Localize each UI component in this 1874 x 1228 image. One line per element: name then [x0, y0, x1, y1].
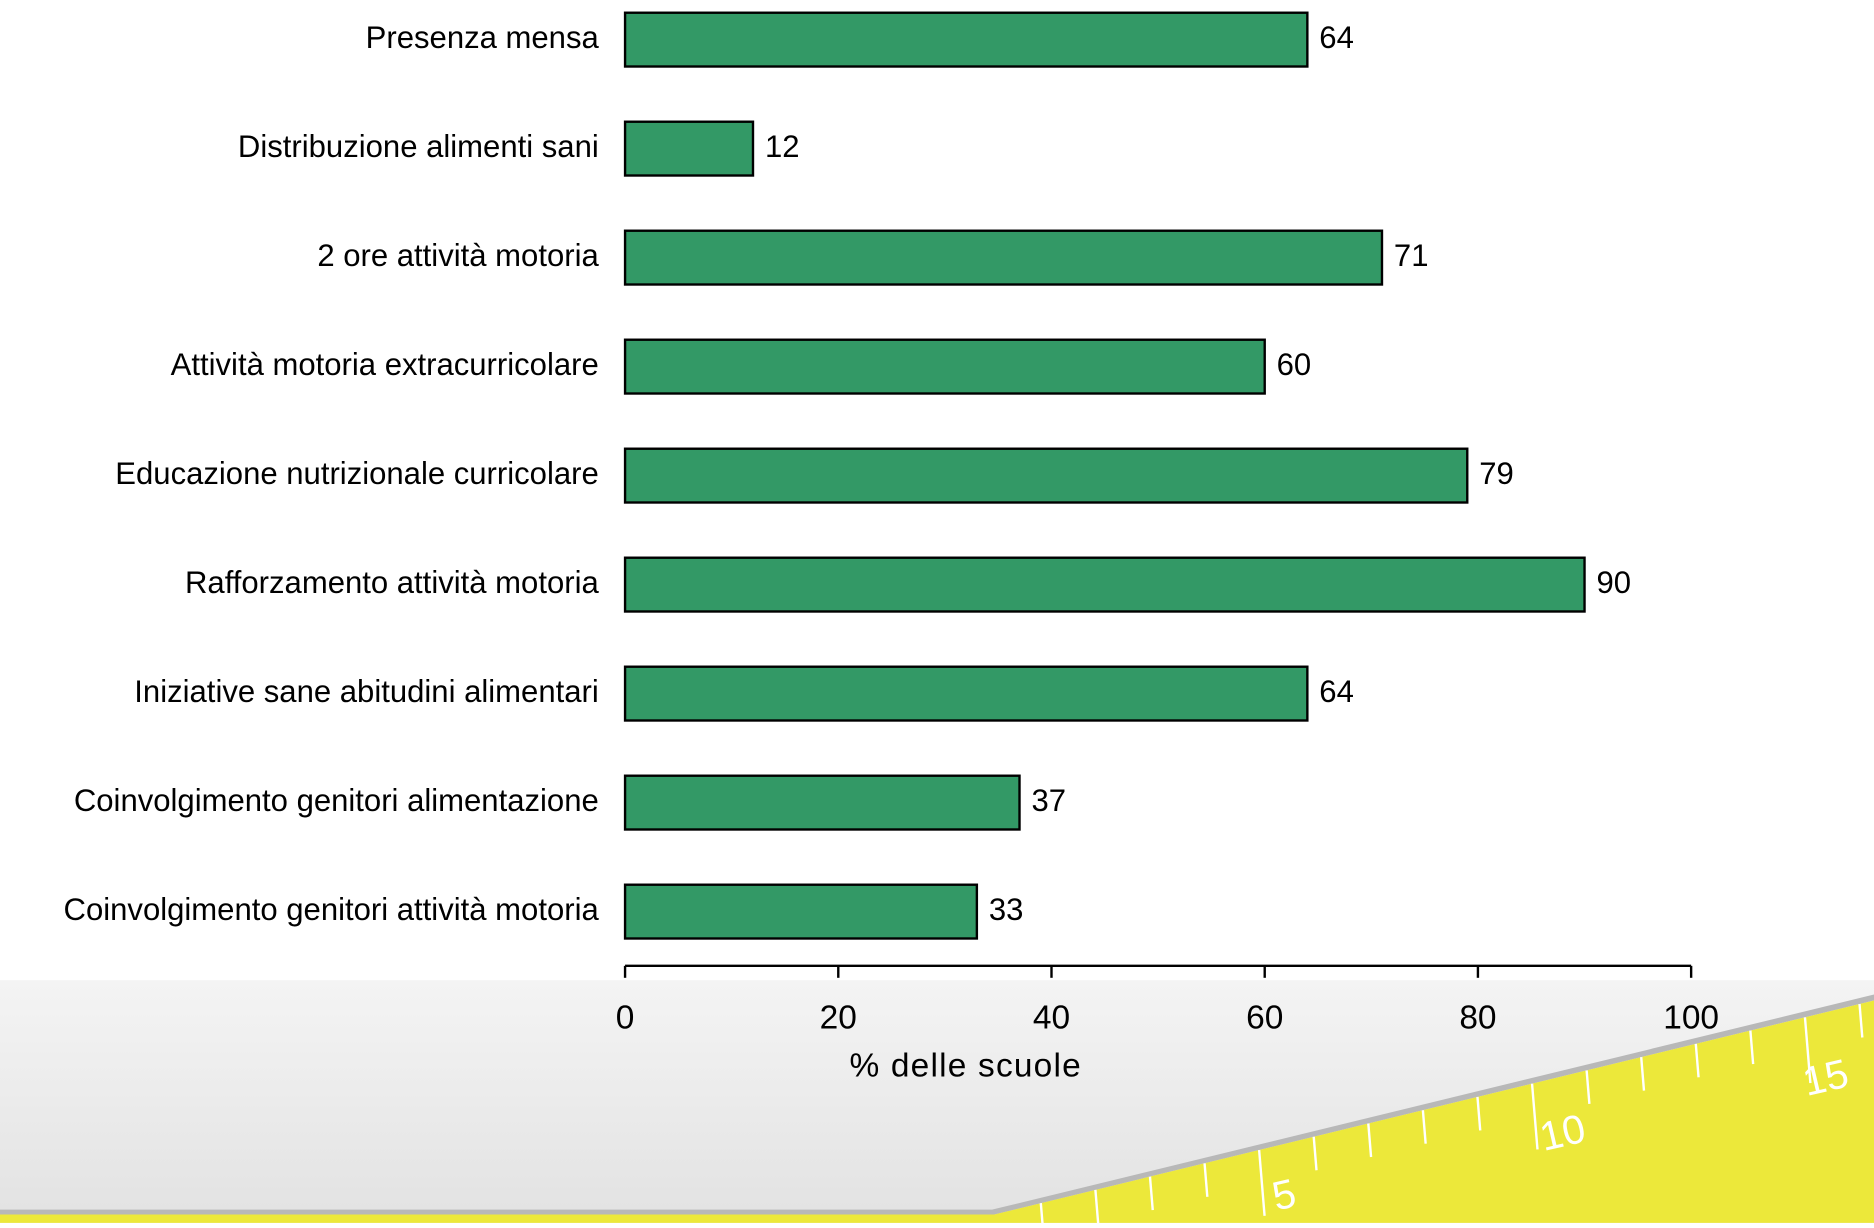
- ruler-tick: [1094, 1189, 1100, 1224]
- ruler: [0, 1000, 1874, 1223]
- bar: [623, 11, 1309, 68]
- ruler-tick: [1203, 1163, 1209, 1197]
- ruler-ticks: [1039, 1003, 1864, 1228]
- value-label: 12: [765, 129, 800, 164]
- x-tick-label: 20: [820, 999, 857, 1036]
- x-tick-label: 100: [1663, 999, 1719, 1036]
- y-tick-label: Distribuzione alimenti sani: [238, 129, 599, 164]
- ruler-tick: [1421, 1110, 1427, 1144]
- ruler-tick: [1803, 1017, 1812, 1084]
- ruler-tick: [1694, 1043, 1700, 1078]
- y-tick-label: Educazione nutrizionale curricolare: [115, 456, 598, 491]
- value-label: 71: [1394, 238, 1429, 273]
- bar: [623, 120, 755, 177]
- ruler-tick: [1476, 1096, 1482, 1131]
- value-label: 33: [989, 892, 1024, 927]
- bar: [623, 229, 1384, 286]
- bar: [623, 883, 979, 940]
- value-label: 60: [1277, 347, 1312, 382]
- value-label: 64: [1319, 20, 1354, 55]
- x-axis-title: % delle scuole: [849, 1047, 1081, 1084]
- value-label: 90: [1596, 565, 1631, 600]
- ruler-tick: [1585, 1070, 1591, 1104]
- x-tick-label: 80: [1459, 999, 1496, 1036]
- y-tick-label: Presenza mensa: [366, 20, 600, 55]
- y-tick-label: Coinvolgimento genitori attività motoria: [64, 892, 600, 927]
- bar: [623, 774, 1021, 831]
- ruler-tick: [1530, 1083, 1539, 1150]
- bar: [623, 338, 1266, 395]
- bar: [623, 665, 1309, 722]
- bar: [623, 556, 1586, 613]
- value-label: 64: [1319, 674, 1354, 709]
- ruler-tick: [1039, 1203, 1045, 1228]
- y-tick-label: Coinvolgimento genitori alimentazione: [74, 783, 599, 818]
- y-tick-label: 2 ore attività motoria: [317, 238, 599, 273]
- bar: [623, 447, 1469, 504]
- y-tick-label: Iniziative sane abitudini alimentari: [134, 674, 598, 709]
- ruler-label: 10: [1535, 1105, 1589, 1160]
- y-tick-label: Rafforzamento attività motoria: [185, 565, 600, 600]
- ruler-tick: [1148, 1176, 1154, 1211]
- ruler-tick: [1257, 1149, 1266, 1216]
- ruler-tick: [1312, 1136, 1318, 1171]
- y-tick-label: Attività motoria extracurricolare: [171, 347, 599, 382]
- x-tick-label: 60: [1246, 999, 1283, 1036]
- ruler-tick: [1749, 1030, 1755, 1065]
- ruler-tick: [1367, 1123, 1373, 1158]
- x-tick-label: 40: [1033, 999, 1070, 1036]
- ruler-label: 15: [1798, 1050, 1852, 1105]
- ruler-tick: [1640, 1057, 1646, 1091]
- x-tick-label: 0: [616, 999, 635, 1036]
- value-label: 79: [1479, 456, 1514, 491]
- value-label: 37: [1031, 783, 1066, 818]
- ruler-tick: [1858, 1003, 1864, 1038]
